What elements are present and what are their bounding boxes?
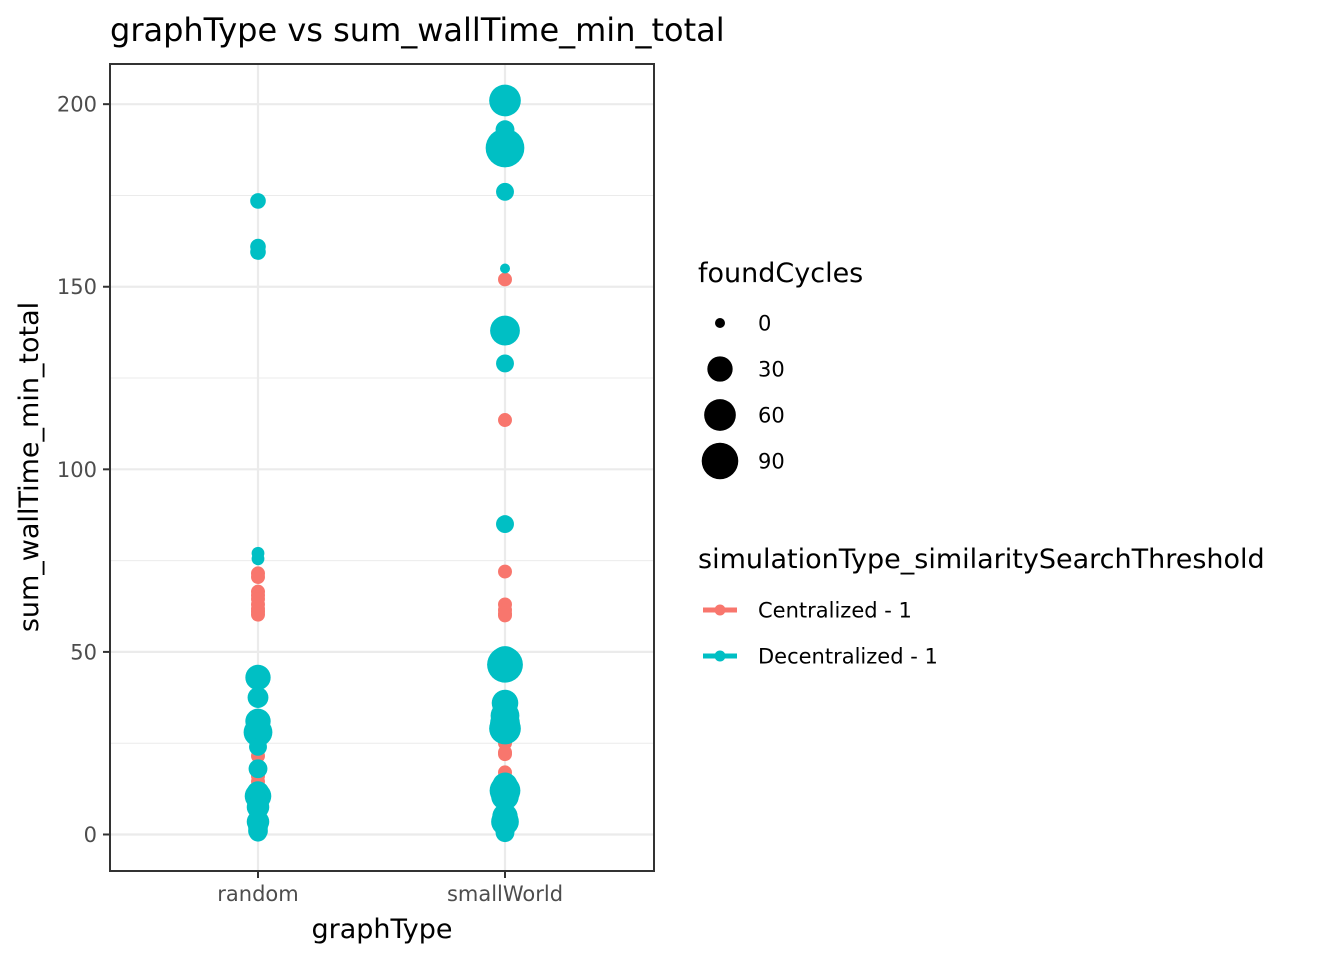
y-tick-label: 150 [57,275,97,299]
data-point [245,664,271,691]
data-point [496,354,514,373]
data-point [485,128,525,168]
data-point [500,263,510,274]
data-point [243,717,273,747]
data-point [498,747,512,762]
color-legend: simulationType_similaritySearchThreshold… [698,544,1265,669]
data-point [498,272,512,287]
data-point [247,687,269,708]
size-legend-label: 90 [758,450,785,474]
size-legend-label: 60 [758,404,785,428]
data-point [489,712,521,745]
y-tick-label: 50 [70,640,97,664]
data-point [498,608,512,623]
y-axis-title: sum_wallTime_min_total [14,302,45,632]
data-point [251,552,265,566]
data-point [249,737,267,756]
y-tick-label: 100 [57,458,97,482]
size-legend-key [701,442,739,480]
x-tick-label: smallWorld [447,882,563,906]
data-point [491,782,519,810]
x-tick-label: random [217,882,298,906]
data-point [251,570,265,585]
data-point [496,515,514,534]
size-legend-label: 30 [758,358,785,382]
chart-title: graphType vs sum_wallTime_min_total [110,11,725,49]
data-point [495,823,515,843]
color-legend-key [714,650,726,662]
data-point [249,823,267,842]
data-point [490,315,520,346]
size-legend-title: foundCycles [698,258,863,289]
plot-panel-background [110,64,654,871]
data-point [489,84,521,117]
color-legend-label: Decentralized - 1 [758,645,938,669]
x-axis: random smallWorld [217,871,563,906]
data-point [248,759,268,779]
color-legend-label: Centralized - 1 [758,599,912,623]
y-tick-label: 200 [57,93,97,117]
data-point [498,564,512,579]
data-point [498,413,512,428]
x-axis-title: graphType [311,914,452,945]
data-points [243,84,525,843]
size-legend: foundCycles 0 30 60 90 [698,258,863,480]
data-point [251,607,265,622]
color-legend-title: simulationType_similaritySearchThreshold [698,544,1265,575]
data-point [250,244,266,260]
y-tick-label: 0 [84,823,97,847]
data-point [250,193,266,209]
color-legend-key [714,604,726,616]
data-point [496,182,514,201]
size-legend-key [715,318,725,328]
size-legend-key [707,356,733,382]
data-point [487,646,523,683]
series-1 [243,84,525,843]
plot-panel-border [109,63,655,872]
y-axis: 0 50 100 150 200 [57,93,110,847]
size-legend-key [704,399,736,431]
size-legend-label: 0 [758,312,771,336]
